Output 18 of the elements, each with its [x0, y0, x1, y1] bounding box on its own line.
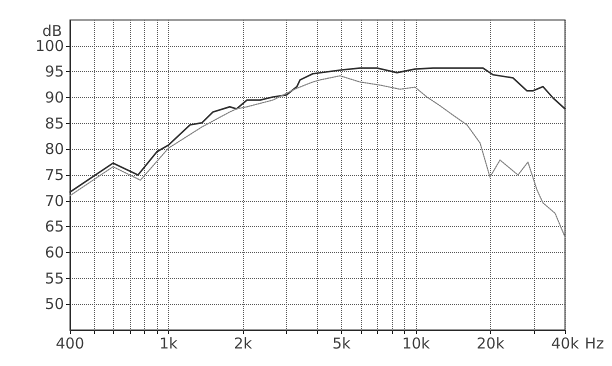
y-tick-label: 65	[44, 218, 64, 236]
y-tick-label: 75	[44, 166, 64, 184]
x-tick-label: 20k	[476, 334, 505, 352]
x-tick-label: 400	[56, 334, 84, 352]
y-tick-label: 95	[44, 62, 64, 81]
y-tick-label: 60	[44, 244, 64, 262]
y-tick-label: 50	[44, 295, 64, 314]
x-tick-label: 1k	[159, 334, 178, 352]
y-tick-label: 90	[44, 88, 64, 106]
y-tick-label: 80	[44, 140, 64, 158]
x-tick-label: 40k	[551, 334, 580, 352]
x-tick-label: 2k	[234, 334, 252, 352]
x-axis-title: Hz	[584, 334, 604, 352]
y-tick-label: 55	[44, 269, 64, 288]
y-tick-label: 85	[44, 114, 64, 132]
x-tick-label: 10k	[402, 334, 430, 352]
x-tick-label: 5k	[332, 334, 351, 352]
y-tick-label: 70	[44, 192, 64, 210]
